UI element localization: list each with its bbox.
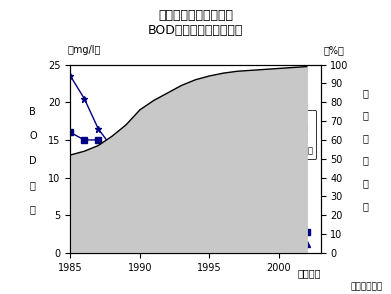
Text: 率: 率 bbox=[363, 201, 369, 211]
Text: 水: 水 bbox=[363, 111, 369, 121]
Text: 普: 普 bbox=[363, 156, 369, 166]
Text: 下: 下 bbox=[363, 88, 369, 98]
Text: （mg/l）: （mg/l） bbox=[68, 45, 101, 55]
Text: 道: 道 bbox=[363, 133, 369, 143]
Text: 度: 度 bbox=[30, 205, 36, 215]
Text: 濃: 濃 bbox=[30, 180, 36, 190]
Text: （%）: （%） bbox=[323, 45, 344, 55]
Text: O: O bbox=[29, 131, 37, 141]
Text: 及: 及 bbox=[363, 178, 369, 188]
Legend: 下水道普及率, 矢上川・日吉橋, 平瀬川・平瀬橋, 五反田川・追分橋: 下水道普及率, 矢上川・日吉橋, 平瀬川・平瀬橋, 五反田川・追分橋 bbox=[251, 110, 316, 159]
Text: B: B bbox=[29, 107, 36, 117]
Text: 多摩川及び市内河川の
BOD濃度と下水道普及率: 多摩川及び市内河川の BOD濃度と下水道普及率 bbox=[148, 9, 243, 37]
Text: D: D bbox=[29, 156, 37, 166]
Text: （年度）: （年度） bbox=[297, 268, 321, 278]
Text: （本市調べ）: （本市調べ） bbox=[351, 282, 383, 291]
